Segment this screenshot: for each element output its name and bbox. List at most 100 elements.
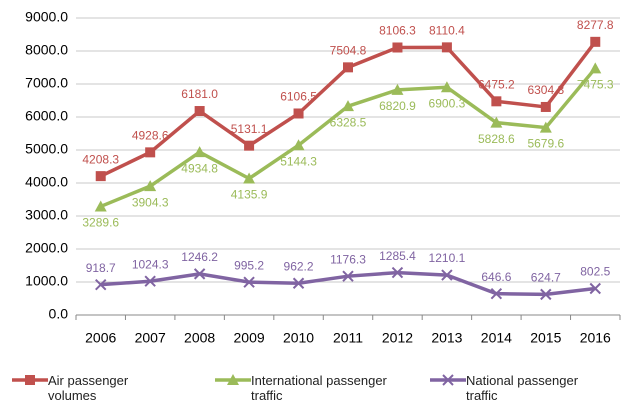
legend-label: National passenger traffic bbox=[466, 373, 579, 403]
data-label: 6181.0 bbox=[181, 87, 218, 101]
data-label: 995.2 bbox=[234, 258, 264, 272]
y-tick-label: 6000.0 bbox=[25, 108, 68, 124]
marker bbox=[589, 282, 601, 295]
data-label: 624.7 bbox=[531, 271, 561, 285]
data-label: 918.7 bbox=[86, 261, 116, 275]
marker bbox=[144, 275, 156, 287]
legend-swatch bbox=[430, 374, 466, 386]
marker bbox=[292, 139, 305, 151]
marker bbox=[441, 42, 452, 53]
data-label: 8110.4 bbox=[429, 24, 465, 38]
data-label: 4928.6 bbox=[132, 129, 169, 143]
marker bbox=[392, 42, 403, 53]
legend-label: Air passenger volumes bbox=[48, 373, 129, 403]
x-tick-label: 2016 bbox=[580, 330, 611, 346]
data-label: 1176.3 bbox=[330, 252, 366, 266]
legend-item: Air passenger volumes bbox=[12, 370, 178, 403]
marker bbox=[440, 81, 453, 93]
marker bbox=[227, 374, 239, 385]
x-tick-label: 2009 bbox=[234, 330, 265, 346]
y-tick-label: 1000.0 bbox=[25, 273, 68, 289]
x-tick-label: 2011 bbox=[333, 330, 363, 346]
y-tick-label: 5000.0 bbox=[25, 141, 68, 157]
marker bbox=[442, 374, 454, 386]
y-tick-label: 9000.0 bbox=[25, 9, 68, 25]
marker bbox=[193, 146, 206, 158]
legend-swatch bbox=[12, 375, 48, 385]
legend-label: International passenger traffic bbox=[251, 373, 387, 403]
data-label: 6820.9 bbox=[379, 99, 416, 113]
x-tick-label: 2010 bbox=[283, 330, 314, 346]
marker bbox=[441, 269, 453, 281]
marker bbox=[243, 276, 255, 288]
x-tick-label: 2012 bbox=[382, 330, 413, 346]
x-tick-label: 2007 bbox=[135, 330, 166, 346]
data-label: 6328.5 bbox=[330, 115, 367, 129]
marker bbox=[244, 140, 255, 151]
marker bbox=[25, 375, 35, 385]
data-label: 1246.2 bbox=[181, 250, 218, 264]
marker bbox=[540, 288, 552, 301]
marker bbox=[491, 96, 502, 107]
marker bbox=[391, 83, 404, 95]
marker bbox=[95, 171, 106, 182]
data-label: 3904.3 bbox=[132, 195, 169, 209]
legend-item: National passenger traffic bbox=[430, 370, 606, 403]
chart: 0.0 1000.0 2000.0 3000.0 4000.0 5000.0 6000.0 7… bbox=[25, 9, 621, 346]
marker bbox=[94, 200, 107, 212]
marker bbox=[193, 268, 206, 280]
data-label: 4135.9 bbox=[231, 188, 268, 202]
x-tick-label: 2013 bbox=[431, 330, 462, 346]
data-label: 7475.3 bbox=[577, 77, 614, 91]
y-tick-label: 3000.0 bbox=[25, 207, 68, 223]
x-tick-label: 2014 bbox=[481, 330, 512, 346]
data-label: 5679.6 bbox=[527, 137, 564, 151]
data-label: 646.6 bbox=[481, 270, 511, 284]
marker bbox=[243, 172, 256, 184]
data-label: 8277.8 bbox=[577, 18, 614, 32]
data-label: 1210.1 bbox=[429, 251, 466, 265]
marker bbox=[342, 100, 354, 112]
y-tick-label: 8000.0 bbox=[25, 42, 68, 58]
marker bbox=[145, 147, 156, 158]
data-label: 6304.3 bbox=[527, 83, 564, 97]
x-tick-label: 2006 bbox=[85, 330, 116, 346]
marker bbox=[589, 62, 602, 74]
y-tick-label: 0.0 bbox=[49, 306, 69, 322]
y-tick-label: 7000.0 bbox=[25, 75, 68, 91]
data-label: 7504.8 bbox=[330, 44, 367, 58]
data-label: 5131.1 bbox=[231, 122, 268, 136]
marker bbox=[490, 116, 503, 128]
marker bbox=[343, 62, 353, 73]
data-label: 5828.6 bbox=[478, 132, 515, 146]
data-label: 6475.2 bbox=[478, 77, 515, 91]
marker bbox=[540, 101, 551, 112]
legend-item: International passenger traffic bbox=[215, 370, 391, 403]
data-label: 1024.3 bbox=[132, 257, 169, 271]
x-tick-label: 2008 bbox=[184, 330, 215, 346]
data-label: 962.2 bbox=[284, 259, 314, 273]
data-label: 1285.4 bbox=[379, 249, 416, 263]
y-tick-label: 4000.0 bbox=[25, 174, 68, 190]
x-tick-label: 2015 bbox=[530, 330, 561, 346]
marker bbox=[95, 278, 107, 291]
data-label: 802.5 bbox=[580, 265, 610, 279]
data-label: 6106.5 bbox=[280, 90, 317, 104]
marker bbox=[490, 287, 503, 300]
data-label: 5144.3 bbox=[280, 154, 317, 168]
series-line bbox=[100, 67, 597, 209]
marker bbox=[590, 36, 601, 47]
marker bbox=[292, 277, 305, 289]
marker bbox=[194, 106, 205, 117]
marker bbox=[391, 266, 404, 279]
marker bbox=[293, 108, 304, 119]
marker bbox=[144, 180, 157, 192]
marker bbox=[539, 121, 552, 133]
data-label: 3289.6 bbox=[82, 216, 119, 230]
marker bbox=[342, 270, 354, 282]
data-label: 8106.3 bbox=[379, 24, 416, 38]
data-label: 4208.3 bbox=[82, 152, 119, 166]
data-label: 6900.3 bbox=[429, 96, 466, 110]
data-label: 4934.8 bbox=[181, 161, 218, 175]
y-tick-label: 2000.0 bbox=[25, 240, 68, 256]
